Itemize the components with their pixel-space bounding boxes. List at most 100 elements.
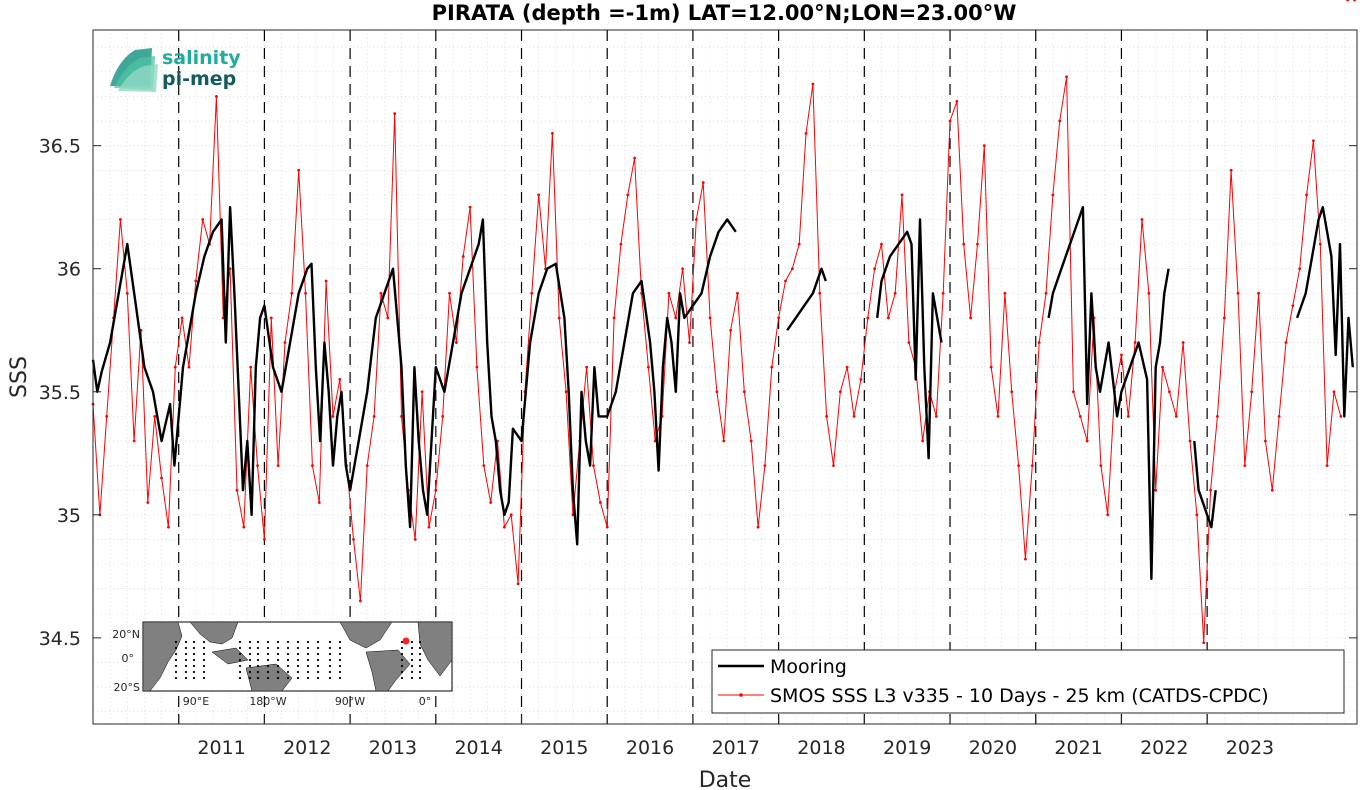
- array-dot: [328, 658, 332, 662]
- array-dot: [192, 676, 196, 680]
- x-axis: 2011 2012 2013 2014 2015 2016 2017 2018 2019 2020…: [178, 716, 1274, 759]
- smos-data-point: [667, 291, 671, 295]
- array-dot: [248, 646, 252, 650]
- smos-data-point: [859, 378, 863, 381]
- array-dot: [316, 664, 320, 668]
- array-dot: [266, 652, 270, 656]
- smos-data-point: [845, 365, 849, 369]
- smos-data-point: [1332, 390, 1336, 394]
- smos-data-point: [688, 341, 691, 344]
- smos-data-point: [1010, 390, 1014, 394]
- array-dot: [202, 658, 206, 662]
- array-dot: [184, 670, 188, 674]
- array-dot: [266, 646, 270, 650]
- legend-smos-label: SMOS SSS L3 v335 - 10 Days - 25 km (CATD…: [770, 685, 1269, 707]
- array-dot: [248, 652, 252, 656]
- smos-data-point: [358, 599, 362, 603]
- smos-data-point: [119, 218, 122, 221]
- smos-data-point: [585, 365, 589, 369]
- y-tick-label: 35.5: [39, 382, 81, 404]
- smos-data-point: [1284, 341, 1288, 344]
- array-dot: [174, 676, 178, 680]
- smos-data-point: [441, 414, 445, 418]
- array-dot: [266, 676, 270, 680]
- array-dot: [238, 670, 242, 674]
- smos-data-point: [722, 439, 726, 443]
- smos-data-point: [180, 316, 184, 320]
- array-dot: [238, 676, 242, 680]
- smos-data-point: [900, 193, 904, 197]
- smos-data-point: [1065, 75, 1068, 79]
- smos-data-point: [1257, 291, 1260, 295]
- array-dot: [276, 646, 280, 650]
- array-dot: [202, 664, 206, 668]
- inset-landmasses: [142, 621, 453, 692]
- array-dot: [328, 670, 332, 674]
- array-dot: [184, 652, 188, 656]
- smos-data-point: [187, 365, 191, 369]
- array-dot: [276, 670, 280, 674]
- array-dot: [184, 658, 188, 662]
- map-lat-label-south: 20°S: [114, 681, 140, 694]
- x-tick-label: 2018: [797, 737, 845, 759]
- array-dot: [328, 676, 332, 680]
- array-dot: [202, 676, 206, 680]
- array-dot: [338, 664, 342, 668]
- array-dot: [400, 658, 404, 662]
- array-dot: [192, 652, 196, 656]
- smos-data-point: [907, 341, 911, 344]
- smos-data-point: [263, 538, 266, 541]
- array-dot: [306, 640, 310, 644]
- smos-data-point: [996, 414, 1000, 418]
- smos-data-point: [955, 99, 959, 103]
- x-tick-label: 2016: [626, 737, 674, 759]
- smos-data-point: [777, 316, 781, 320]
- map-lat-label-north: 20°N: [112, 628, 140, 641]
- array-dot: [410, 652, 414, 656]
- array-dot: [400, 670, 404, 674]
- smos-data-point: [434, 488, 438, 492]
- smos-data-point: [941, 291, 945, 295]
- array-dot: [286, 652, 290, 656]
- smos-data-point: [948, 119, 952, 123]
- array-dot: [328, 652, 332, 656]
- selected-mooring-marker: [402, 637, 410, 645]
- smos-data-point: [448, 291, 451, 295]
- smos-data-point: [1298, 267, 1302, 271]
- smos-data-point: [1236, 291, 1240, 295]
- array-dot: [266, 640, 270, 644]
- smos-data-point: [1126, 414, 1130, 418]
- array-dot: [184, 664, 188, 668]
- smos-data-point: [1229, 168, 1233, 172]
- x-tick-label: 2012: [283, 737, 331, 759]
- smos-data-point: [708, 316, 712, 320]
- array-dot: [276, 664, 280, 668]
- array-dot: [192, 658, 196, 662]
- smos-data-point: [482, 464, 486, 467]
- plot-frame: [92, 29, 1358, 725]
- array-dot: [296, 658, 300, 662]
- smos-data-point: [873, 267, 877, 271]
- smos-data-point: [811, 82, 815, 86]
- smos-data-point: [297, 168, 301, 172]
- map-lat-label-equator: 0°: [122, 652, 135, 665]
- smos-data-point: [1168, 390, 1171, 394]
- smos-data-point: [509, 513, 513, 517]
- smos-data-point: [1024, 557, 1027, 561]
- smos-data-point: [674, 316, 678, 320]
- mooring-series: [91, 205, 1354, 580]
- array-dot: [338, 670, 342, 674]
- smos-data-point: [886, 316, 890, 320]
- x-tick-label: 2014: [454, 737, 502, 759]
- array-dot: [296, 676, 300, 680]
- x-tick-label: 2019: [883, 737, 931, 759]
- smos-data-point: [770, 365, 774, 369]
- array-dot: [316, 658, 320, 662]
- array-dot: [338, 652, 342, 656]
- smos-data-point: [1325, 464, 1329, 467]
- array-dot: [276, 652, 280, 656]
- smos-data-point: [201, 218, 205, 221]
- mooring-series-line: [1047, 205, 1170, 580]
- smos-data-point: [160, 476, 163, 480]
- smos-data-point: [832, 464, 835, 467]
